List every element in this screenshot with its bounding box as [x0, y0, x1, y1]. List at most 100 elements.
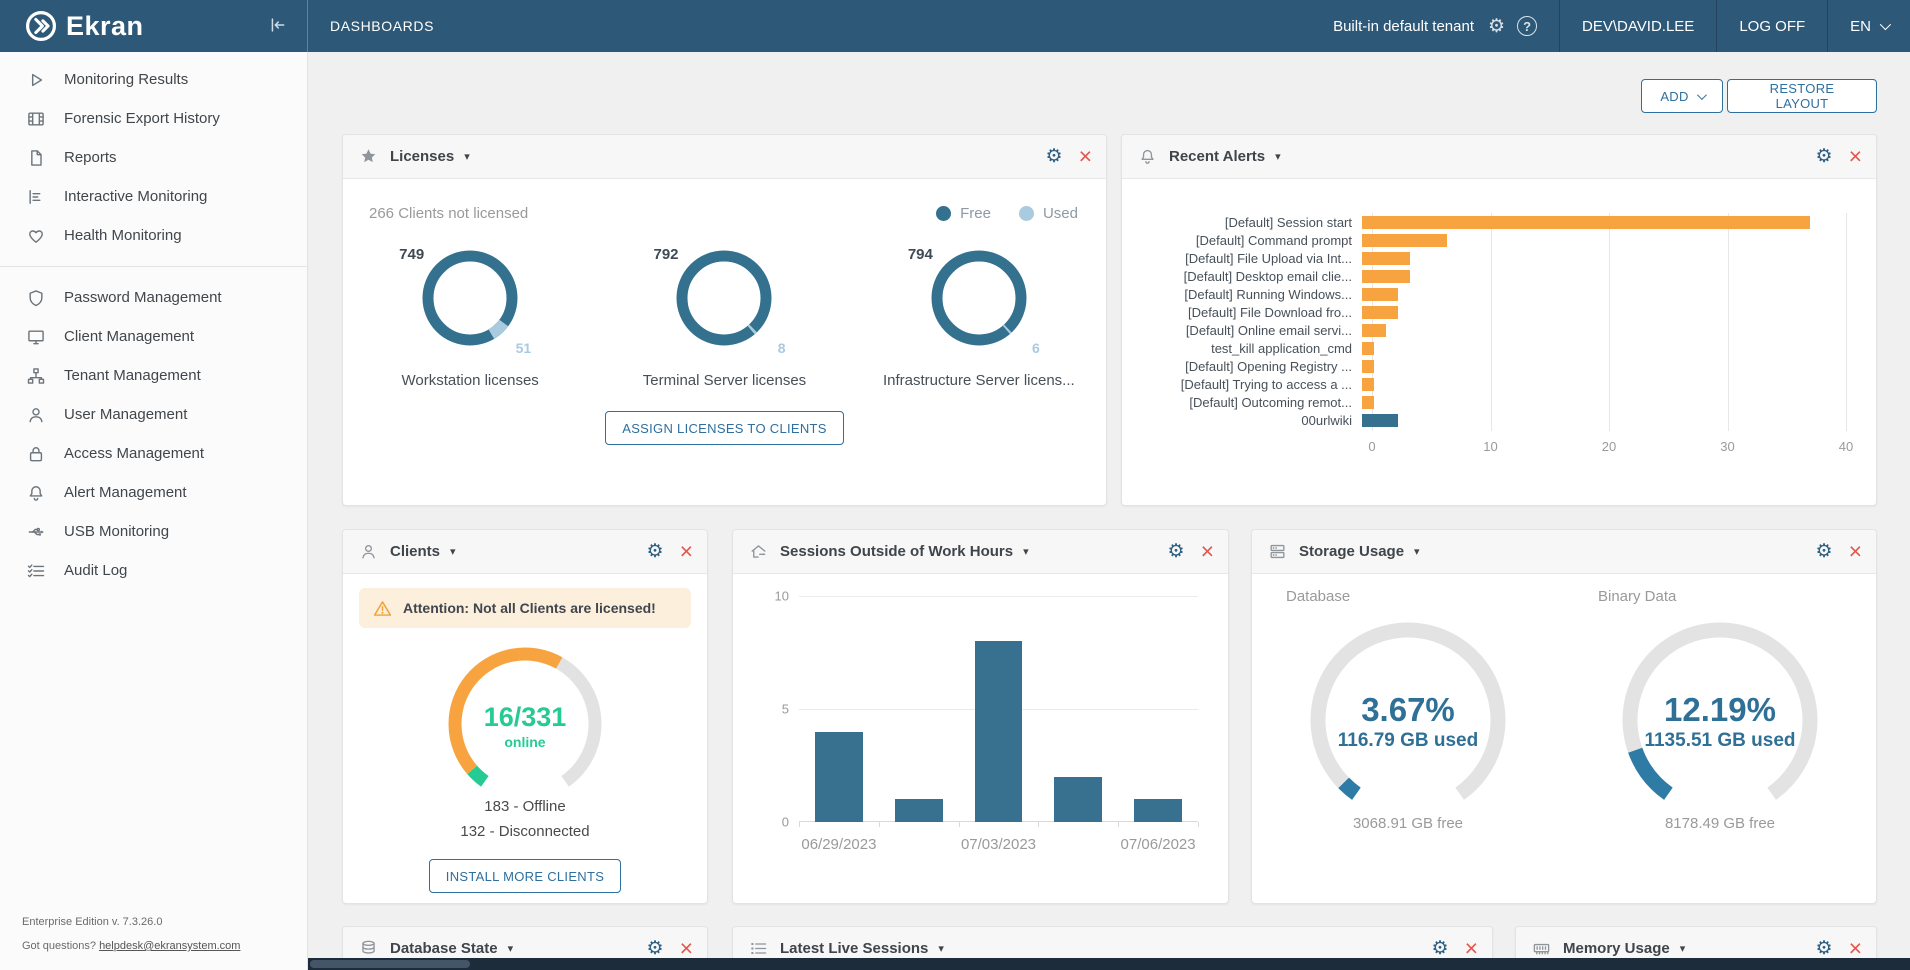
sidebar-item-reports[interactable]: Reports [0, 138, 307, 177]
alert-bar-row: [Default] File Upload via Int... [1140, 249, 1846, 267]
session-bar[interactable] [974, 641, 1023, 822]
assign-licenses-button[interactable]: ASSIGN LICENSES TO CLIENTS [605, 411, 844, 445]
sidebar-item-usb-monitoring[interactable]: USB Monitoring [0, 512, 307, 551]
legend-item-free[interactable]: Free [936, 205, 991, 222]
helpdesk-link[interactable]: helpdesk@ekransystem.com [99, 940, 241, 952]
restore-layout-button[interactable]: RESTORE LAYOUT [1727, 79, 1877, 113]
not-licensed-text: 266 Clients not licensed [369, 205, 529, 222]
sidebar-item-audit-log[interactable]: Audit Log [0, 551, 307, 590]
scrollbar-thumb[interactable] [310, 960, 470, 968]
alert-label: test_kill application_cmd [1211, 340, 1352, 356]
alert-bar[interactable] [1362, 233, 1447, 247]
alert-bar[interactable] [1362, 269, 1411, 283]
widget-settings-gear-icon[interactable]: ⚙ [1045, 146, 1063, 167]
nav-dashboards[interactable]: DASHBOARDS [330, 18, 435, 34]
caret-down-icon[interactable]: ▾ [1679, 943, 1686, 955]
sidebar-item-label: Audit Log [64, 562, 128, 579]
widget-settings-gear-icon[interactable]: ⚙ [1815, 541, 1833, 562]
usb-icon [26, 522, 46, 542]
sidebar-item-tenant-management[interactable]: Tenant Management [0, 356, 307, 395]
widget-header: Licenses ▾ ⚙ × [343, 135, 1106, 179]
alert-bar[interactable] [1362, 341, 1375, 355]
widget-settings-gear-icon[interactable]: ⚙ [1431, 938, 1449, 959]
user-menu[interactable]: DEV\DAVID.LEE [1559, 0, 1716, 52]
alert-bar-row: [Default] Online email servi... [1140, 321, 1846, 339]
language-selector[interactable]: EN [1827, 0, 1910, 52]
widget-settings-gear-icon[interactable]: ⚙ [1167, 541, 1185, 562]
alert-bar[interactable] [1362, 305, 1399, 319]
caret-down-icon[interactable]: ▾ [938, 943, 944, 955]
widget-settings-gear-icon[interactable]: ⚙ [1815, 938, 1833, 959]
alert-bar[interactable] [1362, 395, 1375, 409]
widget-licenses: Licenses ▾ ⚙ × 266 Clients not licensed … [342, 134, 1107, 506]
widget-title: Licenses [390, 148, 455, 165]
widget-close-icon[interactable]: × [1200, 538, 1214, 564]
alert-bar[interactable] [1362, 413, 1399, 427]
widget-settings-gear-icon[interactable]: ⚙ [1815, 146, 1833, 167]
session-bar[interactable] [1054, 776, 1103, 822]
tenant-settings-gear-icon[interactable]: ⚙ [1488, 15, 1506, 37]
help-icon[interactable]: ? [1517, 16, 1538, 36]
sidebar-item-user-management[interactable]: User Management [0, 395, 307, 434]
alert-bar[interactable] [1362, 215, 1810, 229]
logoff-button[interactable]: LOG OFF [1716, 0, 1827, 52]
alert-bar[interactable] [1362, 251, 1411, 265]
monitor-icon [26, 327, 46, 347]
caret-down-icon[interactable]: ▾ [1023, 546, 1029, 558]
server-icon [1268, 542, 1287, 561]
alert-label: [Default] Opening Registry ... [1185, 358, 1352, 374]
widget-close-icon[interactable]: × [1848, 538, 1862, 564]
donut-label: Workstation licenses [401, 372, 539, 389]
widget-settings-gear-icon[interactable]: ⚙ [646, 938, 664, 959]
widget-close-icon[interactable]: × [1848, 935, 1862, 961]
clients-gauge: 16/331 online [430, 636, 620, 794]
alert-bar[interactable] [1362, 323, 1387, 337]
add-widget-button[interactable]: ADD [1641, 79, 1723, 113]
session-bar[interactable] [814, 731, 863, 822]
session-bar[interactable] [894, 799, 943, 822]
widget-close-icon[interactable]: × [1078, 143, 1092, 169]
sidebar-item-forensic-export-history[interactable]: Forensic Export History [0, 99, 307, 138]
sessions-bar-chart: 10 5 0 06/29/2023 07/03/2023 07/06/2023 [733, 574, 1228, 853]
alert-bar-row: 00urlwiki [1140, 411, 1846, 429]
sidebar-collapse-icon[interactable] [267, 15, 289, 37]
alert-bar[interactable] [1362, 359, 1375, 373]
caret-down-icon[interactable]: ▾ [507, 943, 514, 955]
licenses-legend: Free Used [936, 205, 1078, 222]
license-warning-banner: Attention: Not all Clients are licensed! [359, 588, 691, 628]
sidebar-item-access-management[interactable]: Access Management [0, 434, 307, 473]
donut-free-count: 749 [399, 246, 425, 263]
widget-close-icon[interactable]: × [679, 935, 693, 961]
alert-bar[interactable] [1362, 377, 1375, 391]
sidebar-item-health-monitoring[interactable]: Health Monitoring [0, 216, 307, 255]
database-icon [359, 939, 378, 958]
widget-settings-gear-icon[interactable]: ⚙ [646, 541, 664, 562]
memory-icon [1532, 939, 1551, 958]
session-bar[interactable] [1134, 799, 1183, 822]
horizontal-scrollbar[interactable] [308, 958, 1910, 970]
checklist-icon [26, 561, 46, 581]
widget-close-icon[interactable]: × [1848, 143, 1862, 169]
widget-close-icon[interactable]: × [679, 538, 693, 564]
caret-down-icon[interactable]: ▾ [1414, 546, 1420, 558]
sidebar: Monitoring Results Forensic Export Histor… [0, 52, 308, 970]
storage-gauge-label: Database [1286, 588, 1351, 605]
shield-icon [26, 288, 46, 308]
sidebar-item-monitoring-results[interactable]: Monitoring Results [0, 60, 307, 99]
alert-bar-row: [Default] Desktop email clie... [1140, 267, 1846, 285]
sidebar-item-password-management[interactable]: Password Management [0, 278, 307, 317]
topbar-right: Built-in default tenant ⚙ ? DEV\DAVID.LE… [1311, 0, 1910, 52]
sidebar-item-alert-management[interactable]: Alert Management [0, 473, 307, 512]
legend-item-used[interactable]: Used [1018, 205, 1078, 222]
alert-bar-row: [Default] Running Windows... [1140, 285, 1846, 303]
sidebar-item-client-management[interactable]: Client Management [0, 317, 307, 356]
caret-down-icon[interactable]: ▾ [464, 151, 470, 163]
alert-bar[interactable] [1362, 287, 1399, 301]
widget-close-icon[interactable]: × [1464, 935, 1478, 961]
caret-down-icon[interactable]: ▾ [1275, 151, 1281, 163]
install-more-clients-button[interactable]: INSTALL MORE CLIENTS [428, 859, 622, 893]
caret-down-icon[interactable]: ▾ [450, 546, 456, 558]
got-questions-label: Got questions? [22, 940, 96, 952]
sidebar-item-label: USB Monitoring [64, 523, 170, 540]
sidebar-item-interactive-monitoring[interactable]: Interactive Monitoring [0, 177, 307, 216]
